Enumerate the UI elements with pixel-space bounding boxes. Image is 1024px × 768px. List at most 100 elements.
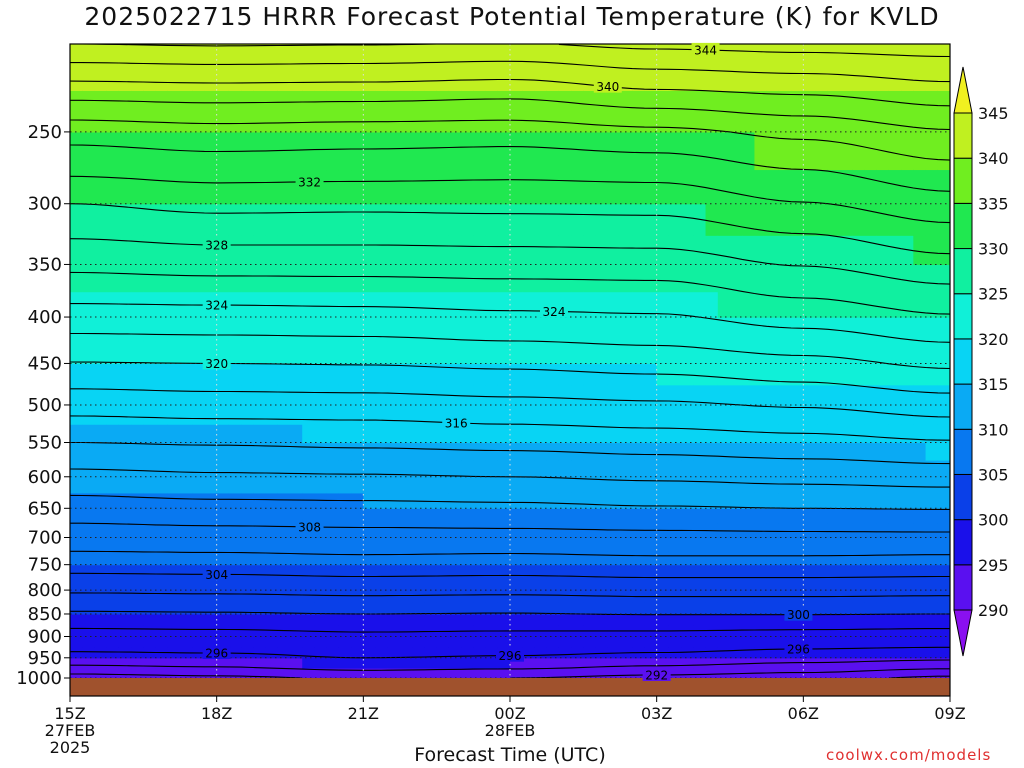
field-cell xyxy=(143,264,157,293)
field-cell xyxy=(497,668,511,678)
field-cell xyxy=(143,602,157,615)
field-cell xyxy=(888,625,902,638)
field-cell xyxy=(180,508,193,524)
field-cell xyxy=(766,442,780,461)
field-cell xyxy=(595,460,609,478)
field-cell xyxy=(546,602,560,615)
field-cell xyxy=(925,264,939,293)
field-cell xyxy=(180,537,193,552)
field-cell xyxy=(375,384,389,406)
field-cell xyxy=(143,44,157,91)
field-cell xyxy=(827,476,841,494)
field-cell xyxy=(167,523,181,539)
field-cell xyxy=(913,564,927,579)
field-cell xyxy=(827,668,841,678)
field-cell xyxy=(583,424,597,444)
field-cell xyxy=(461,460,474,478)
field-cell xyxy=(216,602,230,615)
field-cell xyxy=(241,90,254,133)
field-cell xyxy=(204,203,218,236)
field-cell xyxy=(216,613,230,626)
field-cell xyxy=(644,131,658,171)
field-cell xyxy=(143,625,157,638)
field-cell xyxy=(913,340,927,365)
field-cell xyxy=(338,523,352,539)
field-cell xyxy=(852,44,866,91)
field-cell xyxy=(522,551,536,566)
field-cell xyxy=(204,551,218,566)
field-cell xyxy=(290,636,303,648)
field-cell xyxy=(607,317,621,342)
field-cell xyxy=(717,404,731,425)
field-cell xyxy=(485,476,499,494)
field-cell xyxy=(412,590,426,603)
field-cell xyxy=(730,44,743,91)
field-cell xyxy=(265,590,279,603)
field-cell xyxy=(778,523,792,539)
field-cell xyxy=(510,590,523,603)
contour-label-bg xyxy=(202,298,231,312)
field-cell xyxy=(864,492,878,509)
field-cell xyxy=(717,44,731,91)
field-cell xyxy=(485,404,499,425)
field-cell xyxy=(656,657,670,669)
field-cell xyxy=(338,90,352,133)
field-cell xyxy=(375,424,389,444)
contour-label: 328 xyxy=(205,238,228,252)
field-cell xyxy=(656,424,670,444)
field-cell xyxy=(106,264,120,293)
field-cell xyxy=(118,577,132,591)
field-cell xyxy=(155,537,169,552)
field-cell xyxy=(277,90,291,133)
field-cell xyxy=(607,476,621,494)
field-cell xyxy=(412,90,426,133)
field-cell xyxy=(876,363,890,386)
field-cell xyxy=(876,551,890,566)
field-cell xyxy=(705,657,719,669)
field-cell xyxy=(436,647,450,659)
field-cell xyxy=(803,203,817,236)
field-cell xyxy=(216,523,230,539)
field-cell xyxy=(717,460,731,478)
colorbar-band xyxy=(953,519,973,566)
field-cell xyxy=(815,363,829,386)
field-cell xyxy=(497,590,511,603)
field-cell xyxy=(412,476,426,494)
field-cell xyxy=(852,90,866,133)
field-cell xyxy=(717,613,731,626)
field-cell xyxy=(204,508,218,524)
field-cell xyxy=(778,625,792,638)
field-cell xyxy=(412,647,426,659)
field-cell xyxy=(705,384,719,406)
field-cell xyxy=(705,460,719,478)
field-cell xyxy=(571,363,584,386)
field-cell xyxy=(277,442,291,461)
field-cell xyxy=(595,264,609,293)
field-cell xyxy=(485,551,499,566)
field-cell xyxy=(681,424,694,444)
field-cell xyxy=(913,264,927,293)
field-cell xyxy=(595,169,609,205)
contour-label-bg xyxy=(295,519,324,533)
field-cell xyxy=(485,44,499,91)
field-cell xyxy=(522,235,536,266)
field-cell xyxy=(351,340,364,365)
field-cell xyxy=(901,523,914,539)
field-cell xyxy=(827,551,841,566)
field-cell xyxy=(632,613,646,626)
field-cell xyxy=(497,537,511,552)
field-cell xyxy=(326,264,340,293)
field-cell xyxy=(118,169,132,205)
field-cell xyxy=(864,647,878,659)
field-cell xyxy=(901,442,914,461)
field-cell xyxy=(363,384,377,406)
field-cell xyxy=(656,551,670,566)
field-cell xyxy=(852,602,866,615)
field-cell xyxy=(754,317,768,342)
credit-link[interactable]: coolwx.com/models xyxy=(826,746,992,764)
field-cell xyxy=(253,590,267,603)
field-cell xyxy=(192,235,206,266)
field-cell xyxy=(901,460,914,478)
field-cell xyxy=(558,668,572,678)
field-cell xyxy=(693,363,707,386)
